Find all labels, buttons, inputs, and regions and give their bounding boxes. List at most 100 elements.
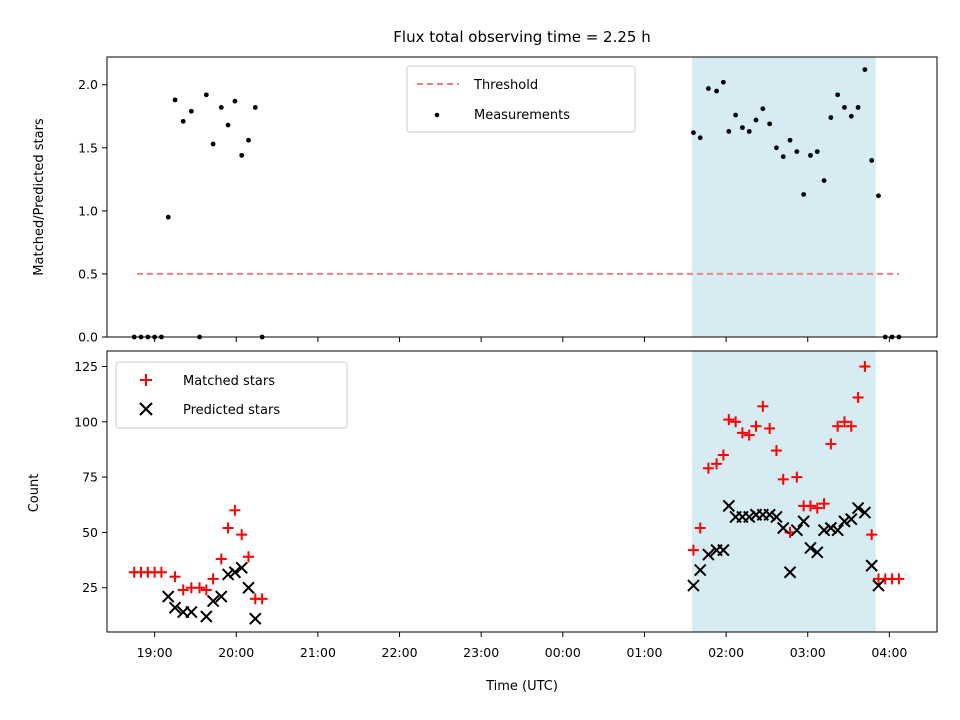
- matched-star-point: [777, 473, 789, 485]
- matched-star-point: [222, 522, 234, 534]
- predicted-star-point: [770, 510, 783, 524]
- matched-star-point: [229, 504, 241, 516]
- y-tick-label: 100: [74, 414, 98, 429]
- legend-measurements-swatch: [434, 112, 440, 118]
- predicted-star-point: [200, 610, 213, 623]
- measurement-point: [232, 98, 238, 104]
- measurement-point: [780, 154, 786, 160]
- matched-star-point: [818, 498, 830, 510]
- top-axes: 0.0 0.5 1.0 1.5 2.0: [78, 56, 938, 345]
- matched-star-point: [730, 416, 742, 428]
- bottom-y-axis-label: Count: [27, 474, 42, 513]
- matched-star-point: [852, 391, 864, 403]
- legend-matched-label: Matched stars: [183, 374, 275, 389]
- x-tick-label: 00:00: [545, 645, 581, 660]
- matched-star-point: [757, 400, 769, 412]
- matched-star-point: [694, 522, 706, 534]
- top-legend: Threshold Measurements: [406, 65, 636, 133]
- matched-star-point: [736, 427, 748, 439]
- x-tick-label: 04:00: [871, 645, 907, 660]
- measurement-point: [706, 86, 711, 91]
- predicted-star-point: [694, 563, 707, 577]
- predicted-star-point: [811, 546, 824, 559]
- predicted-star-point: [249, 612, 262, 625]
- predicted-star-point: [790, 524, 804, 537]
- top-legend-box: [406, 65, 636, 133]
- matched-star-point: [866, 529, 878, 541]
- measurement-point: [794, 149, 800, 154]
- top-observing-window: [692, 57, 876, 337]
- predicted-star-point: [215, 590, 228, 603]
- matched-star-point: [838, 416, 850, 428]
- observing-window-band: [692, 57, 876, 337]
- bottom-legend: Matched stars Predicted stars: [115, 361, 348, 429]
- predicted-star-point: [722, 499, 736, 513]
- measurement-point: [828, 115, 834, 120]
- measurement-point: [714, 88, 719, 94]
- axes-frame: [106, 350, 938, 633]
- measurement-point: [203, 92, 209, 98]
- measurement-point: [218, 105, 224, 110]
- matched-star-point: [194, 582, 206, 594]
- x-tick-label: 01:00: [626, 645, 662, 660]
- measurement-point: [740, 125, 745, 131]
- measurement-point: [691, 130, 696, 136]
- axes-frame: [106, 56, 938, 338]
- y-tick-label: 0.0: [78, 330, 98, 345]
- matched-star-point: [207, 573, 219, 585]
- measurement-point: [733, 112, 739, 118]
- observing-window-band: [692, 351, 876, 632]
- matched-star-point: [743, 429, 755, 441]
- measurement-point: [767, 121, 773, 127]
- matched-star-point: [717, 449, 729, 461]
- predicted-star-point: [221, 568, 235, 581]
- matched-star-point: [764, 422, 776, 434]
- y-tick-label: 50: [82, 525, 98, 540]
- bottom-axes: 25 50 75 100 125 19:00 20:00 21:00 22:00 23:00 00:…: [74, 350, 938, 660]
- measurement-point: [172, 97, 178, 103]
- predicted-star-point: [185, 605, 198, 619]
- measurement-point: [862, 67, 868, 73]
- predicted-star-point: [242, 581, 255, 594]
- predicted-star-point: [743, 510, 756, 524]
- predicted-star-point: [783, 566, 797, 579]
- x-tick-label: 02:00: [708, 645, 744, 660]
- matched-star-point: [687, 544, 699, 556]
- legend-predicted-swatch: [139, 402, 153, 416]
- chart-title: Flux total observing time = 2.25 h: [393, 28, 650, 46]
- top-measurement-points: [131, 67, 902, 340]
- measurement-point: [726, 129, 732, 134]
- matched-star-point: [177, 584, 189, 596]
- predicted-star-point: [717, 543, 730, 557]
- matched-star-point: [200, 584, 212, 596]
- predicted-star-point: [865, 559, 878, 572]
- matched-star-point: [215, 553, 227, 565]
- predicted-star-point: [162, 590, 175, 603]
- matched-star-point: [155, 566, 167, 578]
- measurement-point: [753, 117, 759, 123]
- predicted-star-point: [235, 561, 248, 575]
- measurement-point: [252, 105, 258, 110]
- predicted-star-point: [872, 579, 885, 592]
- measurement-point: [746, 129, 752, 134]
- matched-star-point: [711, 458, 723, 470]
- y-tick-label: 2.0: [78, 77, 98, 92]
- measurement-point: [808, 152, 813, 158]
- x-tick-label: 19:00: [137, 645, 173, 660]
- matched-star-point: [750, 420, 762, 432]
- x-tick-label: 20:00: [218, 645, 254, 660]
- x-axis-label: Time (UTC): [485, 679, 558, 694]
- measurement-point: [821, 178, 827, 184]
- x-tick-label: 22:00: [382, 645, 418, 660]
- predicted-star-point: [817, 524, 831, 537]
- predicted-star-point: [851, 501, 865, 515]
- predicted-star-point: [777, 521, 790, 535]
- bottom-star-points: [128, 360, 905, 625]
- predicted-star-point: [824, 521, 838, 535]
- measurement-point: [848, 113, 854, 119]
- matched-star-point: [256, 593, 268, 605]
- measurement-point: [787, 137, 793, 143]
- measurement-point: [697, 135, 703, 141]
- bottom-observing-window: [692, 351, 876, 632]
